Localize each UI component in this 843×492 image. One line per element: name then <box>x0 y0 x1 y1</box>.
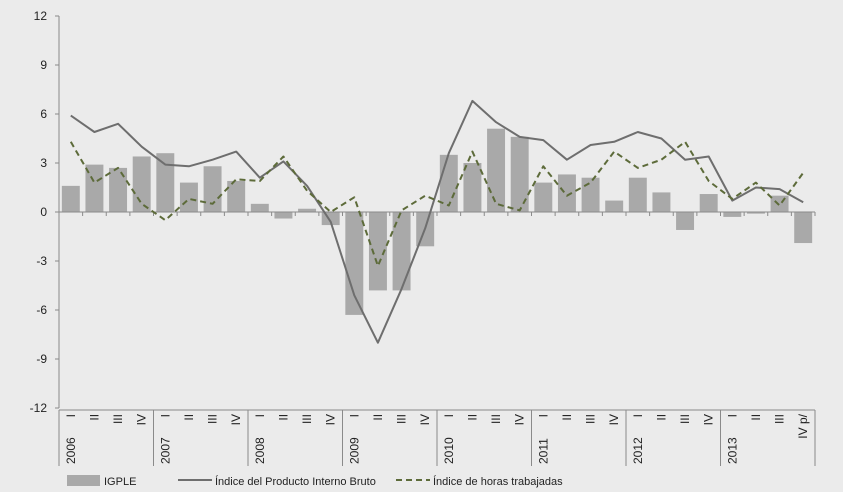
x-quarter-label: III <box>773 414 787 424</box>
bar-igple-25 <box>652 192 671 212</box>
bar-igple-12 <box>345 212 364 315</box>
x-year-label: 2013 <box>725 437 739 464</box>
bar-igple-20 <box>534 182 553 212</box>
x-year-label: 2009 <box>347 437 361 464</box>
x-quarter-label: III <box>206 414 220 424</box>
bar-igple-30 <box>770 195 789 212</box>
x-quarter-label: I <box>442 414 456 417</box>
x-year-label: 2011 <box>536 438 550 464</box>
bar-igple-4 <box>156 153 175 212</box>
legend-label-horas: Índice de horas trabajadas <box>433 475 563 488</box>
x-quarter-label: IV <box>702 414 716 425</box>
series-line-1 <box>70 99 804 344</box>
x-quarter-label: II <box>182 414 196 421</box>
x-quarter-label: I <box>158 414 172 417</box>
legend-swatch-igple <box>67 475 100 486</box>
x-quarter-label: II <box>749 414 763 421</box>
y-tick-label: 3 <box>40 156 47 170</box>
bar-igple-21 <box>557 174 576 212</box>
bar-igple-10 <box>298 208 317 212</box>
bar-igple-3 <box>132 156 151 212</box>
y-tick-label: 6 <box>40 107 47 121</box>
x-quarter-label: IV <box>324 414 338 425</box>
x-quarter-label: IV <box>607 414 621 425</box>
x-quarter-label: I <box>347 414 361 417</box>
x-quarter-label: IV <box>135 414 149 425</box>
bar-igple-24 <box>628 177 647 212</box>
legend-label-pib: Índice del Producto Interno Bruto <box>215 475 376 488</box>
x-quarter-label: II <box>560 414 574 421</box>
bar-igple-31 <box>794 212 813 244</box>
bar-igple-27 <box>699 194 718 212</box>
x-quarter-label: II <box>654 414 668 421</box>
x-year-label: 2007 <box>158 437 172 464</box>
x-quarter-label: I <box>536 414 550 417</box>
x-quarter-label: III <box>678 414 692 424</box>
x-quarter-label: II <box>276 414 290 421</box>
x-quarter-label: I <box>253 414 267 417</box>
y-tick-label: -12 <box>30 401 48 415</box>
y-tick-label: -6 <box>36 303 47 317</box>
bar-igple-14 <box>392 212 411 291</box>
x-quarter-label: I <box>725 414 739 417</box>
bar-igple-8 <box>250 203 269 212</box>
bar-igple-17 <box>463 163 482 212</box>
bar-igple-22 <box>581 177 600 212</box>
bar-igple-0 <box>61 185 80 212</box>
bar-igple-5 <box>179 182 198 212</box>
bar-igple-28 <box>723 212 742 217</box>
x-quarter-label: II <box>87 414 101 421</box>
x-quarter-label: IV <box>229 414 243 425</box>
bar-igple-26 <box>676 212 695 230</box>
bar-igple-6 <box>203 166 222 212</box>
y-tick-label: 0 <box>40 205 47 219</box>
x-year-label: 2006 <box>64 437 78 464</box>
y-tick-label: -9 <box>36 352 47 366</box>
y-tick-label: -3 <box>36 254 47 268</box>
y-tick-label: 12 <box>34 9 48 23</box>
x-year-label: 2012 <box>631 437 645 464</box>
bar-igple-19 <box>510 136 529 212</box>
legend-label-igple: IGPLE <box>104 476 136 488</box>
bar-igple-2 <box>109 167 128 212</box>
x-quarter-label: II <box>371 414 385 421</box>
bar-igple-18 <box>487 128 506 212</box>
x-year-label: 2008 <box>253 437 267 464</box>
x-quarter-label: III <box>584 414 598 424</box>
x-quarter-label: III <box>111 414 125 424</box>
x-quarter-label: I <box>64 414 78 417</box>
x-quarter-label: II <box>465 414 479 421</box>
x-year-label: 2010 <box>442 437 456 464</box>
x-quarter-label: I <box>631 414 645 417</box>
series-line-2 <box>69 140 805 267</box>
x-quarter-label: III <box>300 414 314 424</box>
x-quarter-label: IV <box>513 414 527 425</box>
bar-igple-29 <box>746 212 765 214</box>
bar-igple-23 <box>605 200 624 212</box>
x-quarter-label: III <box>489 414 503 424</box>
x-quarter-label: IV p/ <box>796 413 810 438</box>
x-quarter-label: III <box>395 414 409 424</box>
x-quarter-label: IV <box>418 414 432 425</box>
bar-igple-7 <box>227 180 246 212</box>
bar-igple-9 <box>274 212 293 219</box>
y-tick-label: 9 <box>40 58 47 72</box>
bar-igple-13 <box>368 212 387 291</box>
bar-igple-1 <box>85 164 104 212</box>
